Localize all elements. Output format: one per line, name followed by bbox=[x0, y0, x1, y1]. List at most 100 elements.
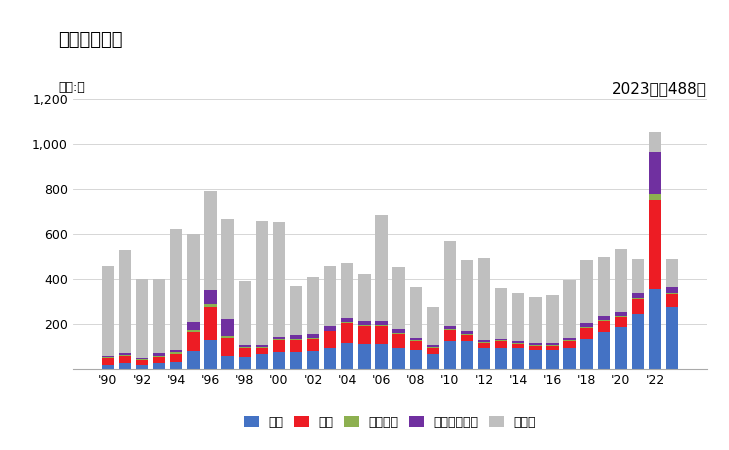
Bar bbox=[375, 326, 388, 344]
Bar bbox=[461, 335, 473, 341]
Bar bbox=[478, 343, 490, 348]
Bar bbox=[580, 260, 593, 323]
Bar bbox=[649, 194, 661, 200]
Bar bbox=[273, 337, 285, 339]
Bar bbox=[238, 346, 251, 347]
Bar bbox=[341, 263, 354, 319]
Bar bbox=[461, 331, 473, 334]
Bar bbox=[529, 346, 542, 350]
Bar bbox=[136, 359, 148, 360]
Bar bbox=[324, 327, 336, 331]
Bar bbox=[273, 339, 285, 340]
Bar bbox=[632, 298, 644, 299]
Bar bbox=[307, 339, 319, 351]
Bar bbox=[187, 332, 200, 351]
Bar bbox=[187, 351, 200, 369]
Bar bbox=[256, 347, 268, 348]
Bar bbox=[495, 341, 507, 342]
Bar bbox=[666, 293, 678, 294]
Bar bbox=[598, 321, 610, 332]
Bar bbox=[666, 259, 678, 287]
Bar bbox=[512, 292, 524, 341]
Bar bbox=[153, 364, 165, 369]
Legend: 中国, タイ, メキシコ, インドネシア, その他: 中国, タイ, メキシコ, インドネシア, その他 bbox=[243, 416, 537, 429]
Bar bbox=[410, 342, 422, 350]
Text: 2023年：488台: 2023年：488台 bbox=[612, 81, 707, 96]
Bar bbox=[256, 348, 268, 355]
Bar bbox=[529, 297, 542, 343]
Bar bbox=[307, 351, 319, 369]
Bar bbox=[358, 274, 370, 321]
Bar bbox=[426, 355, 439, 369]
Bar bbox=[529, 350, 542, 369]
Bar bbox=[564, 341, 576, 342]
Bar bbox=[649, 200, 661, 289]
Bar bbox=[102, 356, 114, 357]
Bar bbox=[222, 356, 234, 369]
Bar bbox=[392, 348, 405, 369]
Bar bbox=[564, 280, 576, 338]
Bar bbox=[512, 341, 524, 343]
Bar bbox=[256, 355, 268, 369]
Bar bbox=[136, 358, 148, 359]
Bar bbox=[546, 343, 558, 345]
Bar bbox=[290, 287, 302, 335]
Bar bbox=[598, 320, 610, 321]
Bar bbox=[615, 316, 627, 317]
Bar bbox=[290, 340, 302, 352]
Bar bbox=[392, 333, 405, 334]
Bar bbox=[649, 153, 661, 194]
Bar bbox=[290, 335, 302, 339]
Bar bbox=[358, 325, 370, 326]
Bar bbox=[204, 307, 217, 340]
Bar bbox=[392, 267, 405, 328]
Bar bbox=[153, 356, 165, 357]
Bar bbox=[444, 341, 456, 369]
Bar bbox=[119, 250, 131, 354]
Bar bbox=[615, 317, 627, 328]
Bar bbox=[444, 241, 456, 327]
Bar bbox=[478, 340, 490, 342]
Bar bbox=[580, 328, 593, 339]
Bar bbox=[341, 343, 354, 369]
Bar bbox=[444, 329, 456, 330]
Bar bbox=[580, 327, 593, 328]
Bar bbox=[410, 341, 422, 342]
Bar bbox=[478, 348, 490, 369]
Bar bbox=[170, 350, 182, 352]
Bar bbox=[204, 340, 217, 369]
Bar bbox=[341, 322, 354, 323]
Bar bbox=[615, 248, 627, 312]
Bar bbox=[341, 324, 354, 343]
Bar bbox=[222, 336, 234, 338]
Bar bbox=[461, 334, 473, 335]
Bar bbox=[546, 295, 558, 343]
Bar bbox=[512, 348, 524, 369]
Text: 輸出量の推移: 輸出量の推移 bbox=[58, 32, 122, 50]
Bar bbox=[102, 266, 114, 356]
Bar bbox=[512, 344, 524, 348]
Bar bbox=[529, 345, 542, 346]
Bar bbox=[187, 330, 200, 332]
Bar bbox=[426, 307, 439, 346]
Bar bbox=[564, 348, 576, 369]
Bar bbox=[426, 347, 439, 348]
Bar bbox=[666, 287, 678, 293]
Bar bbox=[238, 357, 251, 369]
Bar bbox=[290, 352, 302, 369]
Bar bbox=[222, 219, 234, 319]
Bar bbox=[119, 364, 131, 369]
Bar bbox=[410, 338, 422, 341]
Bar bbox=[410, 287, 422, 338]
Bar bbox=[324, 348, 336, 369]
Bar bbox=[256, 346, 268, 347]
Bar bbox=[546, 350, 558, 369]
Bar bbox=[444, 327, 456, 329]
Bar bbox=[598, 332, 610, 369]
Bar bbox=[256, 220, 268, 346]
Bar bbox=[392, 334, 405, 348]
Bar bbox=[358, 321, 370, 325]
Bar bbox=[666, 294, 678, 307]
Bar bbox=[564, 338, 576, 341]
Bar bbox=[580, 339, 593, 369]
